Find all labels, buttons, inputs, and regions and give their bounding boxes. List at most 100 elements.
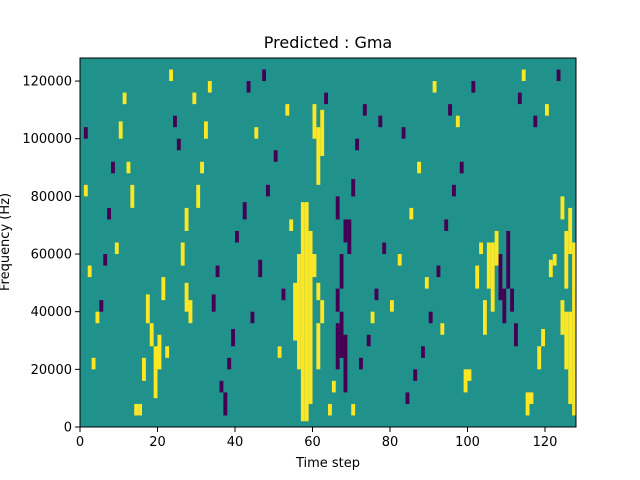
heatmap-cell bbox=[180, 242, 185, 266]
heatmap-cell bbox=[351, 179, 356, 197]
heatmap-cell bbox=[378, 115, 383, 128]
heatmap-cell bbox=[126, 161, 131, 174]
heatmap-cell bbox=[374, 288, 379, 301]
heatmap-cell bbox=[219, 380, 224, 393]
heatmap-cell bbox=[514, 323, 518, 347]
x-tick-label: 100 bbox=[455, 435, 480, 450]
heatmap-cell bbox=[87, 265, 92, 278]
y-axis-title: Frequency (Hz) bbox=[0, 193, 13, 291]
heatmap-cell bbox=[525, 392, 530, 416]
heatmap-cell bbox=[196, 184, 201, 208]
heatmap-cell bbox=[494, 230, 499, 266]
heatmap-cell bbox=[339, 254, 344, 289]
heatmap-cell bbox=[289, 219, 294, 231]
heatmap-cell bbox=[300, 202, 305, 422]
heatmap-cell bbox=[335, 196, 340, 220]
y-tick-label: 40000 bbox=[31, 305, 72, 320]
heatmap-cell bbox=[471, 81, 476, 93]
heatmap-cell bbox=[83, 184, 88, 197]
heatmap-cell bbox=[397, 254, 402, 266]
heatmap-cell bbox=[312, 104, 317, 139]
heatmap-cell bbox=[413, 369, 418, 381]
heatmap-cell bbox=[335, 323, 340, 370]
heatmap-cell bbox=[432, 81, 437, 93]
heatmap-cell bbox=[281, 288, 286, 301]
heatmap-cell bbox=[545, 104, 549, 116]
x-tick-label: 120 bbox=[533, 435, 558, 450]
heatmap-cell bbox=[444, 219, 449, 231]
heatmap-cell bbox=[316, 127, 321, 185]
heatmap-cell bbox=[103, 254, 108, 266]
heatmap-cell bbox=[122, 92, 127, 105]
heatmap-cell bbox=[223, 392, 228, 416]
heatmap-cell bbox=[537, 346, 542, 370]
y-tick-label: 60000 bbox=[31, 248, 72, 263]
heatmap-cell bbox=[502, 288, 507, 324]
heatmap-cell bbox=[498, 254, 503, 301]
heatmap-cell bbox=[200, 161, 205, 174]
heatmap-cell bbox=[343, 334, 348, 393]
heatmap-cell bbox=[153, 346, 158, 399]
heatmap-cell bbox=[552, 254, 557, 266]
heatmap-cell bbox=[130, 184, 135, 208]
heatmap-cell bbox=[401, 127, 406, 139]
heatmap-cell bbox=[142, 357, 146, 381]
heatmap-cell bbox=[405, 392, 410, 404]
heatmap-cell bbox=[188, 300, 193, 324]
heatmap-cell bbox=[262, 69, 267, 82]
heatmap-cell bbox=[421, 346, 425, 358]
heatmap-cell bbox=[409, 207, 414, 220]
heatmap-cell bbox=[324, 92, 329, 105]
heatmap-cell bbox=[455, 115, 460, 128]
heatmap-cell bbox=[463, 369, 468, 393]
heatmap-cell bbox=[176, 138, 181, 151]
heatmap-cell bbox=[533, 115, 538, 128]
heatmap-cell bbox=[320, 300, 325, 324]
heatmap-cell bbox=[242, 202, 247, 220]
heatmap-cell bbox=[316, 282, 321, 301]
x-tick-label: 0 bbox=[76, 435, 84, 450]
heatmap-cell bbox=[227, 357, 232, 370]
heatmap-cell bbox=[370, 311, 375, 324]
heatmap-cell bbox=[297, 254, 301, 370]
heatmap-cell bbox=[440, 323, 445, 335]
heatmap-cell bbox=[436, 265, 441, 278]
heatmap-cell bbox=[285, 104, 290, 116]
heatmap-cell bbox=[479, 242, 484, 255]
heatmap-cells bbox=[83, 69, 577, 422]
heatmap-cell bbox=[366, 334, 371, 347]
heatmap-cell bbox=[308, 230, 313, 404]
heatmap-cell bbox=[231, 328, 236, 347]
heatmap-cell bbox=[467, 369, 472, 381]
heatmap-cell bbox=[452, 184, 456, 197]
heatmap-cell bbox=[343, 219, 348, 243]
heatmap-cell bbox=[320, 109, 325, 157]
heatmap-cell bbox=[273, 150, 278, 162]
heatmap-cell bbox=[258, 259, 263, 278]
y-tick-label: 120000 bbox=[22, 75, 72, 90]
heatmap-cell bbox=[184, 282, 189, 312]
heatmap-cell bbox=[448, 104, 453, 116]
chart-title: Predicted : Gma bbox=[264, 33, 392, 52]
x-axis: 0 20 40 60 80 100 120 bbox=[76, 427, 558, 450]
heatmap-cell bbox=[192, 92, 197, 105]
heatmap-cell bbox=[417, 161, 422, 174]
heatmap-cell bbox=[211, 294, 216, 312]
heatmap-cell bbox=[529, 392, 534, 404]
x-tick-label: 40 bbox=[227, 435, 244, 450]
heatmap-cell bbox=[564, 311, 569, 370]
heatmap-cell bbox=[312, 254, 317, 278]
x-tick-label: 60 bbox=[304, 435, 321, 450]
heatmap-cell bbox=[355, 138, 360, 151]
heatmap-cell bbox=[459, 161, 464, 174]
heatmap-cell bbox=[506, 230, 511, 289]
heatmap-cell bbox=[564, 230, 569, 289]
y-tick-label: 80000 bbox=[31, 190, 72, 205]
heatmap-cell bbox=[475, 265, 480, 289]
heatmap-cell bbox=[331, 380, 336, 393]
heatmap-cell bbox=[560, 300, 565, 335]
heatmap-cell bbox=[304, 202, 309, 422]
heatmap-cell bbox=[91, 357, 96, 370]
heatmap-cell bbox=[114, 242, 119, 255]
heatmap-cell bbox=[118, 121, 123, 139]
